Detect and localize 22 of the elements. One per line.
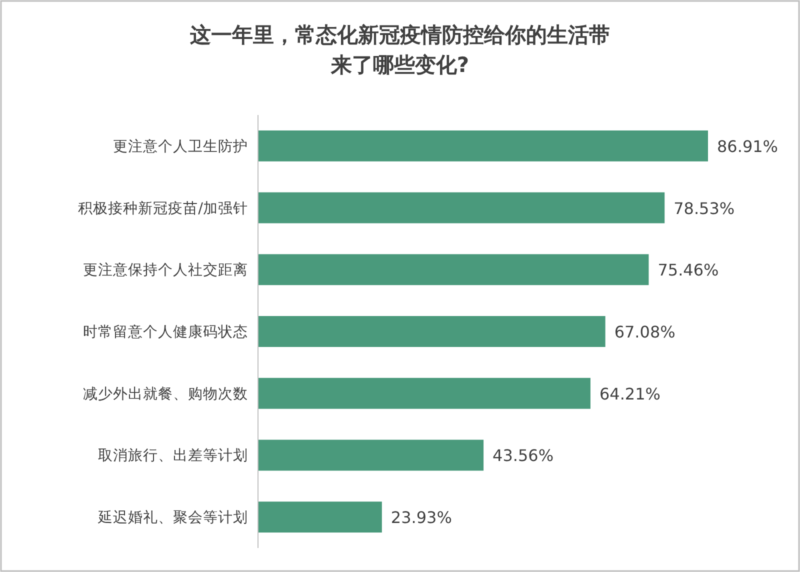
data-label: 86.91% (717, 136, 778, 156)
y-tick-label: 更注意个人卫生防护 (113, 138, 248, 155)
data-label: 64.21% (599, 384, 660, 404)
data-label: 43.56% (492, 446, 554, 466)
y-tick-label: 时常留意个人健康码状态 (83, 324, 248, 340)
y-tick-label: 取消旅行、出差等计划 (98, 447, 248, 464)
bar (258, 316, 606, 347)
y-tick-label: 更注意保持个人社交距离 (83, 262, 248, 279)
bar (258, 378, 590, 409)
data-label: 23.93% (390, 508, 452, 528)
chart-title: 这一年里，常态化新冠疫情防控给你的生活带来了哪些变化? (189, 23, 610, 77)
data-label: 75.46% (658, 260, 719, 280)
data-label: 78.53% (674, 198, 735, 218)
bar (258, 130, 708, 162)
y-tick-label: 延迟婚礼、聚会等计划 (97, 509, 248, 526)
y-tick-label: 减少外出就餐、购物次数 (83, 385, 248, 402)
bar (258, 254, 649, 286)
bar (258, 440, 484, 471)
data-label: 67.08% (614, 322, 676, 342)
bar (258, 192, 665, 224)
bar (258, 502, 382, 533)
y-tick-label: 积极接种新冠疫苗/加强针 (78, 200, 248, 217)
